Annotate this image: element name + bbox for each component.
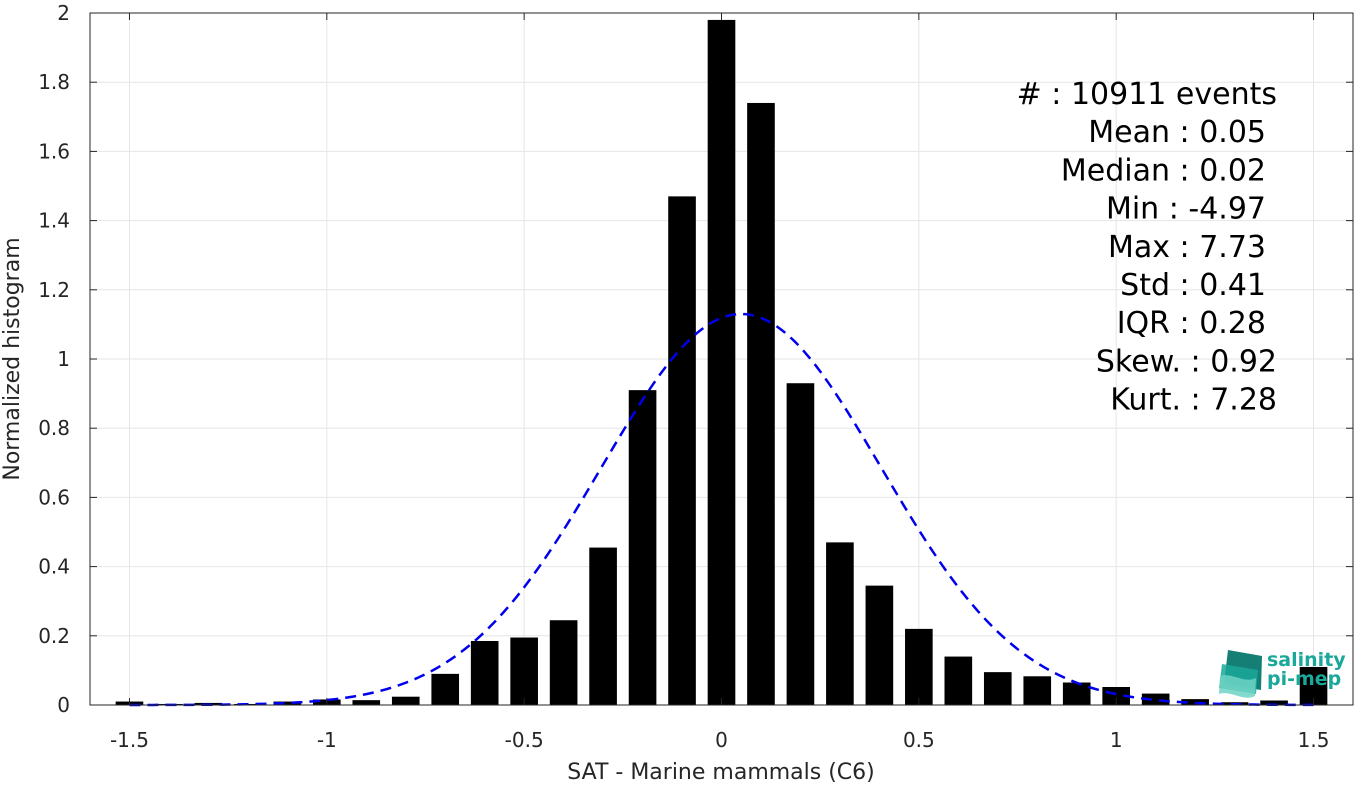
wave-logo-icon [1219,650,1262,698]
stat-line: Median : 0.02 [1061,153,1266,188]
x-tick-label: -1 [317,728,337,752]
x-tick-label: -0.5 [505,728,544,752]
histogram-bar [983,672,1012,705]
salinity-pi-mep-logo: salinity pi-mep [1219,649,1346,698]
histogram-bar [589,547,617,705]
stat-line: Kurt. : 7.28 [1110,383,1277,418]
y-tick-label: 0.8 [38,416,70,440]
histogram-bar [668,196,696,705]
histogram-bar [510,637,538,705]
histogram-bar [273,701,302,705]
histogram-bar [352,700,381,705]
stat-line: Max : 7.73 [1108,230,1266,265]
x-tick-label: -1.5 [110,728,149,752]
histogram-bar [1141,693,1170,705]
histogram-bar [431,673,460,705]
histogram-bar [628,390,657,705]
histogram-bar [391,696,420,705]
logo-text-pi-mep: pi-mep [1267,668,1341,690]
y-tick-label: 1.8 [38,70,70,94]
y-tick-label: 0.2 [38,624,70,648]
y-tick-label: 0 [57,693,70,717]
x-axis-label: SAT - Marine mammals (C6) [567,760,875,785]
histogram-bar [905,628,933,705]
histogram-bar [470,640,499,705]
histogram-bar [786,383,815,705]
x-tick-label: 0 [715,728,728,752]
y-tick-label: 0.4 [38,555,70,579]
histogram-bar [826,542,854,705]
histogram-bar [707,19,736,706]
histogram-bar [1062,682,1091,705]
stat-line: IQR : 0.28 [1117,306,1266,341]
histogram-bar [747,102,775,705]
stat-line: Min : -4.97 [1106,192,1266,227]
stat-line: # : 10911 events [1017,77,1277,112]
y-axis-label: Normalized histogram [0,237,25,480]
histogram-bar [944,656,973,705]
histogram-bar [549,620,578,705]
stat-line: Skew. : 0.92 [1096,344,1277,379]
histogram-bar [865,585,894,705]
y-tick-label: 1 [57,347,70,371]
y-tick-label: 1.4 [38,209,70,233]
x-tick-label: 0.5 [903,728,935,752]
histogram-bars [115,19,1328,706]
stat-line: Mean : 0.05 [1088,115,1266,150]
y-axis-ticks: 0 0.2 0.4 0.6 0.8 1 1.2 1.4 1.6 1.8 2 [38,1,1353,717]
y-tick-label: 1.6 [38,139,70,163]
normal-fit-curve [129,312,1314,707]
x-axis-ticks: -1.5 -1 -0.5 0 0.5 1 1.5 [110,13,1329,752]
y-tick-label: 2 [57,1,70,25]
x-tick-label: 1.5 [1298,728,1330,752]
histogram-bar [1260,700,1288,705]
histogram-bar [1023,676,1052,705]
logo-text-salinity: salinity [1267,649,1346,671]
y-tick-label: 1.2 [38,278,70,302]
x-tick-label: 1 [1110,728,1123,752]
stat-line: Std : 0.41 [1120,268,1266,303]
y-tick-label: 0.6 [38,485,70,509]
